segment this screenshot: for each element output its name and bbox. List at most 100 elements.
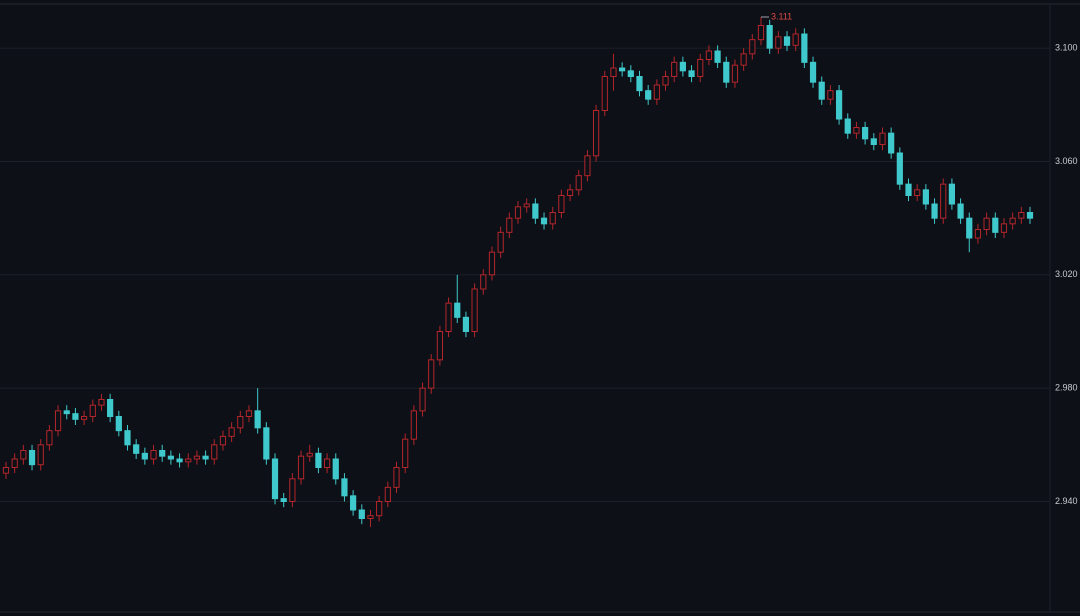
candle-body [358, 509, 365, 519]
candle-body [974, 229, 982, 239]
candle-body [523, 203, 530, 208]
candle-body [141, 452, 148, 460]
candle-body [428, 359, 435, 389]
candle-body [723, 61, 730, 83]
candle-body [506, 217, 513, 233]
candle-body [1018, 212, 1025, 219]
candle-body [193, 455, 201, 460]
candle-body [384, 486, 391, 503]
candle-body [714, 50, 721, 63]
candle-body [1000, 223, 1008, 233]
candle-body [957, 203, 964, 219]
y-tick-label: 3.100 [1055, 43, 1078, 53]
candle-body [2, 467, 10, 474]
candle-body [271, 458, 279, 500]
candle-body [558, 195, 565, 213]
candle-body [879, 132, 886, 146]
candle-body [801, 33, 808, 63]
candle-body [749, 39, 756, 55]
candle-body [480, 274, 487, 290]
candle-body [185, 458, 192, 463]
candle-body [540, 217, 548, 225]
candle-body [653, 84, 660, 100]
candle-body [697, 59, 704, 77]
candle-body [176, 458, 183, 463]
candle-body [888, 132, 895, 154]
candle-body [792, 33, 799, 46]
candle-body [566, 189, 574, 196]
candle-body [98, 399, 105, 406]
candle-body [662, 76, 669, 86]
candle-body [966, 217, 973, 239]
candle-body [835, 90, 843, 120]
candle-body [853, 127, 860, 134]
candle-body [306, 452, 313, 457]
candle-body [46, 430, 53, 446]
candle-body [497, 231, 504, 253]
candle-body [1009, 217, 1016, 225]
candle-body [80, 416, 88, 420]
candle-body [419, 387, 426, 412]
candle-body [150, 450, 157, 460]
candle-body [905, 183, 912, 197]
candle-body [350, 495, 357, 511]
candle-body [740, 53, 747, 66]
candle-body [896, 152, 903, 185]
candle-body [992, 217, 999, 233]
candle-body [402, 438, 409, 468]
candle-body [757, 25, 765, 41]
candle-body [688, 70, 695, 78]
candle-body [323, 458, 331, 468]
candle-body [914, 189, 921, 196]
candle-body [983, 217, 990, 231]
y-tick-label: 3.060 [1055, 156, 1078, 166]
candle-body [263, 427, 270, 460]
candle-body [488, 251, 496, 276]
candle-body [471, 288, 478, 332]
max-label: 3.111 [771, 11, 792, 21]
candle-body [393, 467, 400, 488]
candle-body [37, 444, 44, 466]
candle-body [436, 331, 444, 361]
candle-body [783, 36, 791, 46]
candle-body [549, 212, 556, 225]
candle-body [862, 127, 869, 140]
candle-body [705, 50, 713, 60]
candle-body [376, 501, 383, 517]
candle-body [28, 450, 36, 466]
candle-body [124, 430, 131, 446]
candle-body [809, 61, 817, 83]
candle-body [671, 61, 678, 77]
candle-body [619, 67, 626, 72]
candle-body [54, 410, 62, 432]
candle-body [289, 478, 296, 503]
candle-body [922, 189, 929, 205]
candle-body [827, 90, 834, 100]
candle-body [167, 455, 174, 460]
candle-body [202, 455, 209, 460]
candle-body [584, 155, 591, 177]
candle-body [410, 410, 417, 440]
candle-body [20, 450, 27, 460]
y-tick-label: 2.940 [1055, 496, 1078, 506]
candle-body [332, 458, 339, 480]
candle-body [731, 64, 739, 83]
candle-body [454, 302, 461, 318]
candle-body [1026, 212, 1034, 219]
candle-body [870, 138, 877, 145]
candle-body [237, 416, 244, 429]
candle-body [445, 302, 452, 332]
candle-body [228, 427, 235, 437]
candle-body [636, 76, 643, 92]
candle-body [63, 410, 70, 415]
candle-body [133, 444, 140, 454]
candle-body [245, 410, 253, 418]
candle-body [601, 76, 608, 111]
candle-body [211, 444, 218, 460]
candle-body [532, 203, 539, 219]
candle-body [592, 110, 600, 157]
candle-body [627, 70, 634, 78]
candle-body [219, 435, 227, 446]
